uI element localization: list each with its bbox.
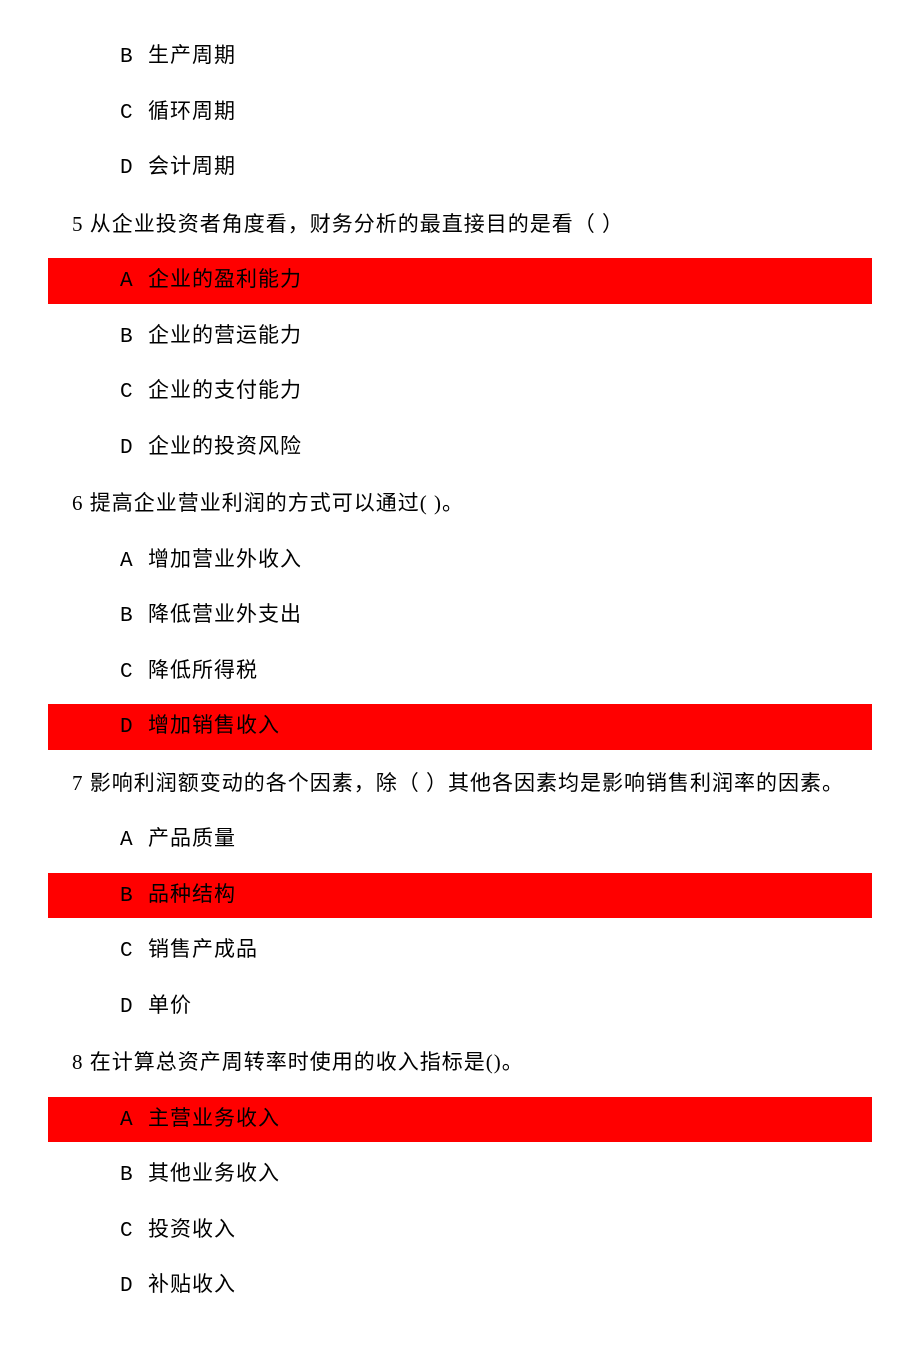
option-text: 投资收入	[148, 1217, 236, 1241]
answer-option: A增加营业外收入	[48, 538, 872, 584]
question-block: 6 提高企业营业利润的方式可以通过( )。A增加营业外收入B降低营业外支出C降低…	[48, 480, 872, 750]
answer-option: C投资收入	[48, 1208, 872, 1254]
option-text: 主营业务收入	[148, 1106, 280, 1130]
option-text: 单价	[148, 993, 192, 1017]
answer-option: B企业的营运能力	[48, 314, 872, 360]
answer-option: A企业的盈利能力	[48, 258, 872, 304]
option-text: 企业的支付能力	[148, 378, 302, 402]
answer-option: B生产周期	[48, 34, 872, 80]
option-letter: A	[120, 825, 148, 857]
option-letter: D	[120, 433, 148, 465]
option-letter: C	[120, 936, 148, 968]
option-letter: B	[120, 601, 148, 633]
option-letter: A	[120, 266, 148, 298]
option-text: 其他业务收入	[148, 1161, 280, 1185]
question-stem: 8 在计算总资产周转率时使用的收入指标是()。	[48, 1039, 872, 1087]
answer-option: A主营业务收入	[48, 1097, 872, 1143]
option-text: 降低所得税	[148, 658, 258, 682]
option-text: 循环周期	[148, 99, 236, 123]
option-text: 会计周期	[148, 154, 236, 178]
answer-option: B其他业务收入	[48, 1152, 872, 1198]
question-block: 8 在计算总资产周转率时使用的收入指标是()。 A主营业务收入 B其他业务收入 C投资…	[48, 1039, 872, 1309]
option-letter: C	[120, 1216, 148, 1248]
option-letter: D	[120, 712, 148, 744]
option-text: 降低营业外支出	[148, 602, 302, 626]
answer-option: B品种结构	[48, 873, 872, 919]
answer-option: C销售产成品	[48, 928, 872, 974]
question-block: 5 从企业投资者角度看，财务分析的最直接目的是看（ ） A企业的盈利能力 B企业的营…	[48, 201, 872, 471]
option-letter: A	[120, 546, 148, 578]
option-text: 增加营业外收入	[148, 547, 302, 571]
option-text: 产品质量	[148, 826, 236, 850]
option-text: 品种结构	[148, 882, 236, 906]
option-text: 企业的投资风险	[148, 434, 302, 458]
option-letter: D	[120, 1271, 148, 1303]
option-letter: D	[120, 992, 148, 1024]
option-letter: D	[120, 153, 148, 185]
option-text: 销售产成品	[148, 937, 258, 961]
option-letter: B	[120, 322, 148, 354]
option-letter: C	[120, 377, 148, 409]
answer-option: C循环周期	[48, 90, 872, 136]
option-text: 增加销售收入	[148, 713, 280, 737]
answer-option: D会计周期	[48, 145, 872, 191]
option-text: 企业的盈利能力	[148, 267, 302, 291]
option-letter: B	[120, 1160, 148, 1192]
question-block: 7 影响利润额变动的各个因素，除（ ）其他各因素均是影响销售利润率的因素。 A产品…	[48, 760, 872, 1030]
answer-option: A产品质量	[48, 817, 872, 863]
option-letter: B	[120, 42, 148, 74]
answer-option: D企业的投资风险	[48, 425, 872, 471]
option-letter: C	[120, 657, 148, 689]
answer-option: B降低营业外支出	[48, 593, 872, 639]
option-text: 企业的营运能力	[148, 323, 302, 347]
option-text: 生产周期	[148, 43, 236, 67]
option-text: 补贴收入	[148, 1272, 236, 1296]
answer-option: D单价	[48, 984, 872, 1030]
option-letter: B	[120, 881, 148, 913]
document-root: B生产周期C循环周期D会计周期5 从企业投资者角度看，财务分析的最直接目的是看（…	[48, 34, 872, 1309]
question-stem: 7 影响利润额变动的各个因素，除（ ）其他各因素均是影响销售利润率的因素。	[48, 760, 872, 808]
question-stem: 5 从企业投资者角度看，财务分析的最直接目的是看（ ）	[48, 201, 872, 249]
answer-option: C降低所得税	[48, 649, 872, 695]
answer-option: D增加销售收入	[48, 704, 872, 750]
answer-option: C企业的支付能力	[48, 369, 872, 415]
question-stem: 6 提高企业营业利润的方式可以通过( )。	[48, 480, 872, 528]
option-letter: C	[120, 98, 148, 130]
option-letter: A	[120, 1105, 148, 1137]
